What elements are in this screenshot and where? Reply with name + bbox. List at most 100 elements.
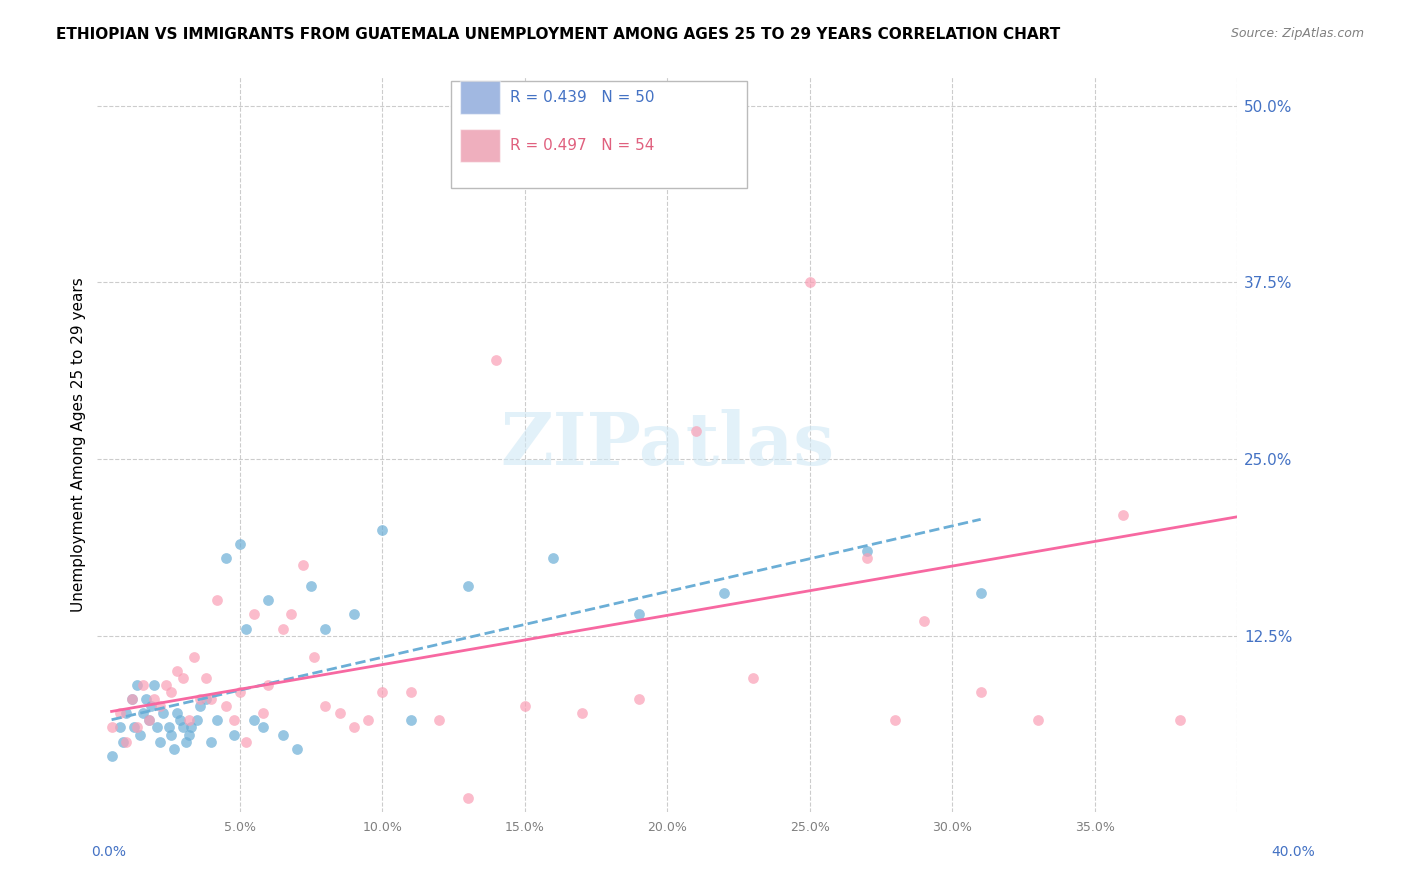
- Point: [160, 727, 183, 741]
- Point: [115, 706, 138, 721]
- Point: [146, 721, 169, 735]
- Point: [138, 714, 160, 728]
- Point: [571, 706, 593, 721]
- Point: [132, 706, 155, 721]
- Point: [163, 741, 186, 756]
- Text: 5.0%: 5.0%: [224, 821, 256, 834]
- Point: [855, 544, 877, 558]
- Text: ZIPatlas: ZIPatlas: [501, 409, 834, 480]
- Point: [969, 685, 991, 699]
- Point: [141, 699, 163, 714]
- Point: [343, 607, 366, 622]
- Point: [627, 607, 650, 622]
- Point: [257, 678, 280, 692]
- Point: [135, 692, 157, 706]
- Point: [224, 714, 246, 728]
- Point: [183, 649, 205, 664]
- Point: [205, 714, 228, 728]
- Point: [302, 649, 325, 664]
- Point: [186, 714, 208, 728]
- Point: [121, 692, 143, 706]
- Point: [177, 727, 200, 741]
- Text: Source: ZipAtlas.com: Source: ZipAtlas.com: [1230, 27, 1364, 40]
- Point: [399, 714, 422, 728]
- Point: [457, 791, 479, 805]
- Point: [399, 685, 422, 699]
- Point: [855, 550, 877, 565]
- Point: [314, 699, 336, 714]
- FancyBboxPatch shape: [460, 128, 499, 162]
- Point: [194, 671, 217, 685]
- Y-axis label: Unemployment Among Ages 25 to 29 years: Unemployment Among Ages 25 to 29 years: [72, 277, 86, 612]
- Text: 0.0%: 0.0%: [91, 846, 127, 859]
- Point: [285, 741, 308, 756]
- FancyBboxPatch shape: [451, 81, 747, 187]
- Text: 25.0%: 25.0%: [790, 821, 830, 834]
- Point: [271, 622, 294, 636]
- Point: [371, 523, 394, 537]
- Text: 15.0%: 15.0%: [505, 821, 544, 834]
- Point: [1168, 714, 1191, 728]
- Text: 35.0%: 35.0%: [1074, 821, 1115, 834]
- Point: [180, 721, 202, 735]
- Point: [138, 714, 160, 728]
- Point: [329, 706, 352, 721]
- Point: [157, 721, 180, 735]
- Point: [111, 734, 134, 748]
- Point: [172, 671, 194, 685]
- Point: [166, 706, 188, 721]
- Text: ETHIOPIAN VS IMMIGRANTS FROM GUATEMALA UNEMPLOYMENT AMONG AGES 25 TO 29 YEARS CO: ETHIOPIAN VS IMMIGRANTS FROM GUATEMALA U…: [56, 27, 1060, 42]
- Point: [172, 721, 194, 735]
- Point: [485, 353, 508, 368]
- Point: [174, 734, 197, 748]
- Point: [149, 734, 172, 748]
- Point: [205, 593, 228, 607]
- Point: [884, 714, 907, 728]
- Point: [188, 692, 211, 706]
- Point: [160, 685, 183, 699]
- Point: [243, 714, 266, 728]
- Point: [252, 706, 274, 721]
- Point: [357, 714, 380, 728]
- Point: [100, 748, 122, 763]
- Point: [108, 721, 131, 735]
- Point: [166, 664, 188, 678]
- Point: [257, 593, 280, 607]
- FancyBboxPatch shape: [460, 81, 499, 114]
- Point: [177, 714, 200, 728]
- Point: [252, 721, 274, 735]
- Text: 40.0%: 40.0%: [1271, 846, 1315, 859]
- Point: [214, 699, 236, 714]
- Point: [457, 579, 479, 593]
- Point: [912, 615, 935, 629]
- Point: [152, 706, 174, 721]
- Point: [194, 692, 217, 706]
- Point: [132, 678, 155, 692]
- Point: [713, 586, 735, 600]
- Point: [627, 692, 650, 706]
- Point: [299, 579, 322, 593]
- Point: [291, 558, 314, 572]
- Point: [229, 537, 252, 551]
- Point: [371, 685, 394, 699]
- Point: [188, 699, 211, 714]
- Point: [513, 699, 536, 714]
- Text: 10.0%: 10.0%: [363, 821, 402, 834]
- Point: [127, 721, 149, 735]
- Point: [235, 734, 257, 748]
- Point: [224, 727, 246, 741]
- Point: [129, 727, 152, 741]
- Point: [343, 721, 366, 735]
- Point: [235, 622, 257, 636]
- Text: 20.0%: 20.0%: [647, 821, 688, 834]
- Point: [108, 706, 131, 721]
- Point: [214, 550, 236, 565]
- Point: [100, 721, 122, 735]
- Point: [271, 727, 294, 741]
- Point: [124, 721, 146, 735]
- Point: [314, 622, 336, 636]
- Point: [741, 671, 763, 685]
- Point: [543, 550, 565, 565]
- Point: [143, 692, 166, 706]
- Point: [280, 607, 302, 622]
